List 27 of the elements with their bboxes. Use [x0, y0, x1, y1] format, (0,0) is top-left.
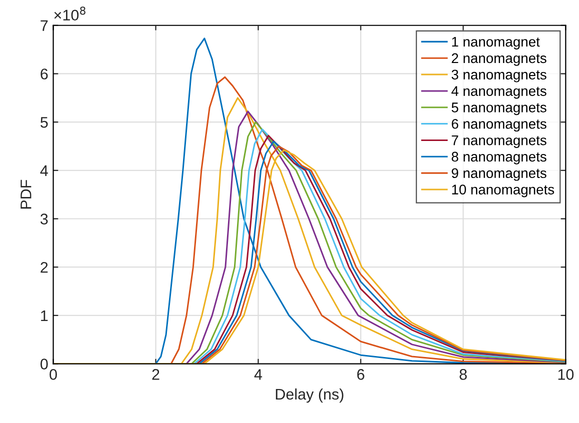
legend-label: 1 nanomagnet — [452, 37, 540, 50]
legend-label: 10 nanomagnets — [452, 184, 554, 198]
x-tick-label: 2 — [152, 369, 160, 380]
x-tick-label: 6 — [357, 369, 364, 380]
legend-label: 3 nanomagnets — [452, 70, 546, 82]
x-tick-label: 10 — [558, 369, 574, 380]
legend-label: 4 nanomagnets — [451, 86, 546, 99]
x-tick-label: 0 — [50, 369, 57, 380]
x-axis-title: Delay (ns) — [276, 388, 344, 403]
y-tick-label: 4 — [40, 165, 48, 176]
y-tick-label: 7 — [40, 20, 48, 31]
y-tick-label: 5 — [40, 117, 48, 128]
text: ×10$^{8}$ — [54, 6, 86, 21]
y-axis-title: PDF — [20, 180, 32, 209]
y-tick-label: 6 — [40, 68, 48, 80]
x-tick-label: 4 — [254, 369, 262, 380]
y-tick-label: 0 — [40, 358, 48, 370]
legend-label: 2 nanomagnets — [452, 53, 546, 66]
y-tick-label: 2 — [40, 262, 48, 273]
legend-label: 9 nanomagnets — [452, 168, 546, 181]
x-tick-label: 8 — [460, 369, 467, 380]
legend-label: 7 nanomagnets — [452, 136, 546, 148]
legend-label: 5 nanomagnets — [452, 102, 546, 116]
legend-label: 6 nanomagnets — [452, 118, 546, 132]
legend-label: 8 nanomagnets — [452, 152, 546, 164]
y-tick-label: 1 — [41, 310, 48, 321]
y-tick-label: 3 — [40, 214, 48, 224]
